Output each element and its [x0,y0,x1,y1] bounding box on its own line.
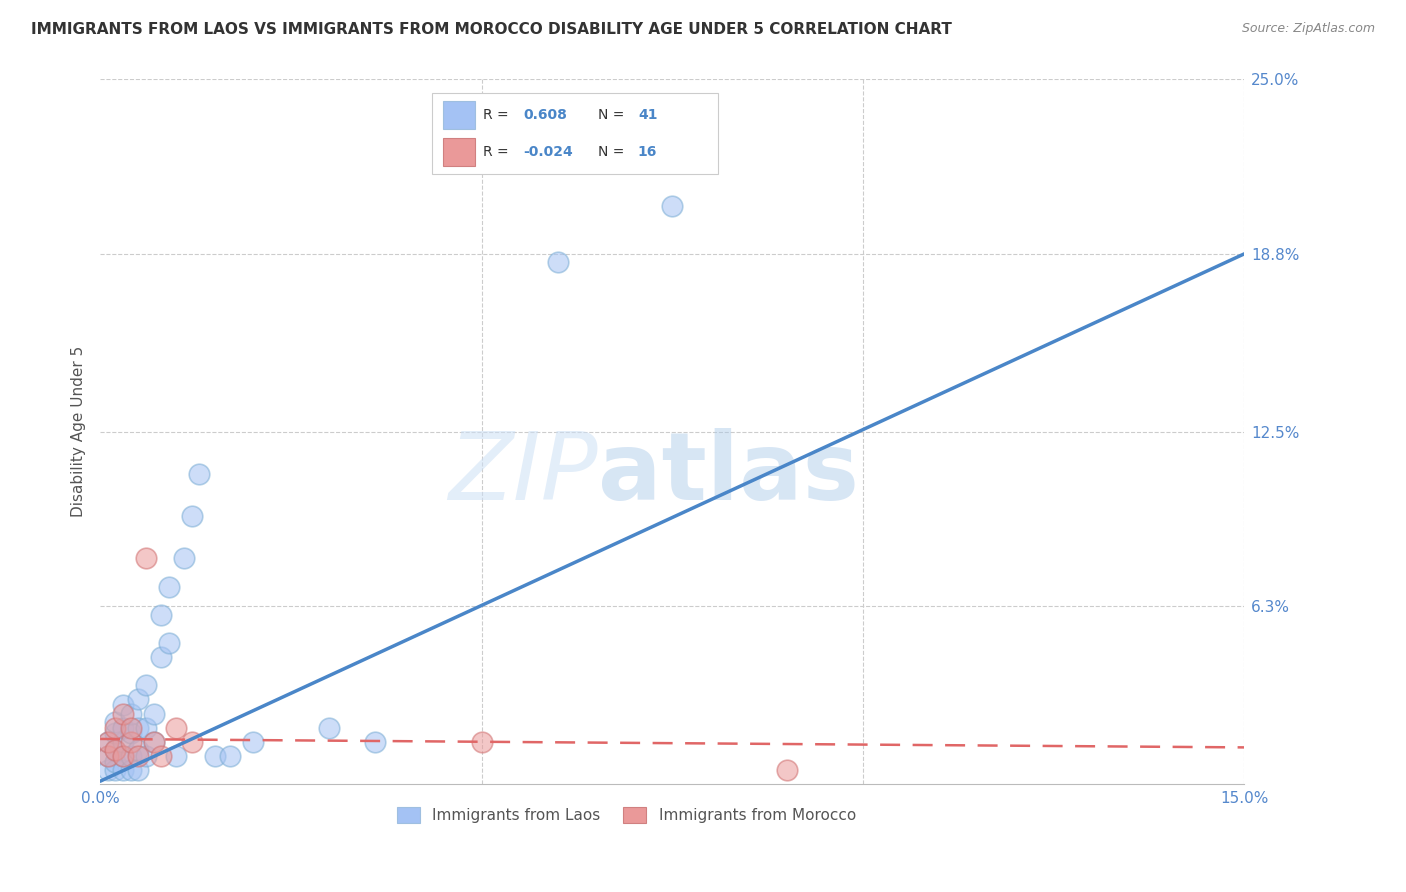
Text: atlas: atlas [598,428,859,520]
Point [111,735,134,749]
Point [120,706,142,721]
Point [318,721,340,735]
Point [120,735,142,749]
Point [135,678,157,692]
Point [120,721,142,735]
Point [127,692,149,706]
Point [547,255,569,269]
Point [135,551,157,566]
Point [104,714,127,729]
Point [97,763,120,777]
Point [364,735,387,749]
Point [127,721,149,735]
Point [111,763,134,777]
Point [104,763,127,777]
Point [218,748,240,763]
Point [104,726,127,740]
Point [111,748,134,763]
Point [180,735,202,749]
Point [104,743,127,757]
Point [661,199,683,213]
Point [127,748,149,763]
Point [157,580,180,594]
Point [165,721,187,735]
Point [111,706,134,721]
Legend: Immigrants from Laos, Immigrants from Morocco: Immigrants from Laos, Immigrants from Mo… [391,801,862,830]
Point [104,721,127,735]
Point [180,509,202,524]
Point [120,726,142,740]
Point [120,748,142,763]
Point [104,755,127,769]
Point [142,735,165,749]
Point [111,748,134,763]
Point [173,551,195,566]
Point [135,748,157,763]
Point [150,607,173,622]
Text: IMMIGRANTS FROM LAOS VS IMMIGRANTS FROM MOROCCO DISABILITY AGE UNDER 5 CORRELATI: IMMIGRANTS FROM LAOS VS IMMIGRANTS FROM … [31,22,952,37]
Point [127,763,149,777]
Point [97,748,120,763]
Point [142,706,165,721]
Point [97,735,120,749]
Point [150,650,173,665]
Text: ZIP: ZIP [449,428,598,519]
Point [188,467,211,481]
Point [165,748,187,763]
Point [150,748,173,763]
Point [97,748,120,763]
Point [775,763,797,777]
Point [242,735,264,749]
Point [120,763,142,777]
Text: Source: ZipAtlas.com: Source: ZipAtlas.com [1241,22,1375,36]
Point [204,748,226,763]
Point [111,721,134,735]
Point [104,743,127,757]
Point [470,735,492,749]
Point [157,636,180,650]
Point [135,721,157,735]
Y-axis label: Disability Age Under 5: Disability Age Under 5 [72,346,86,517]
Point [142,735,165,749]
Point [111,698,134,712]
Point [127,743,149,757]
Point [97,735,120,749]
